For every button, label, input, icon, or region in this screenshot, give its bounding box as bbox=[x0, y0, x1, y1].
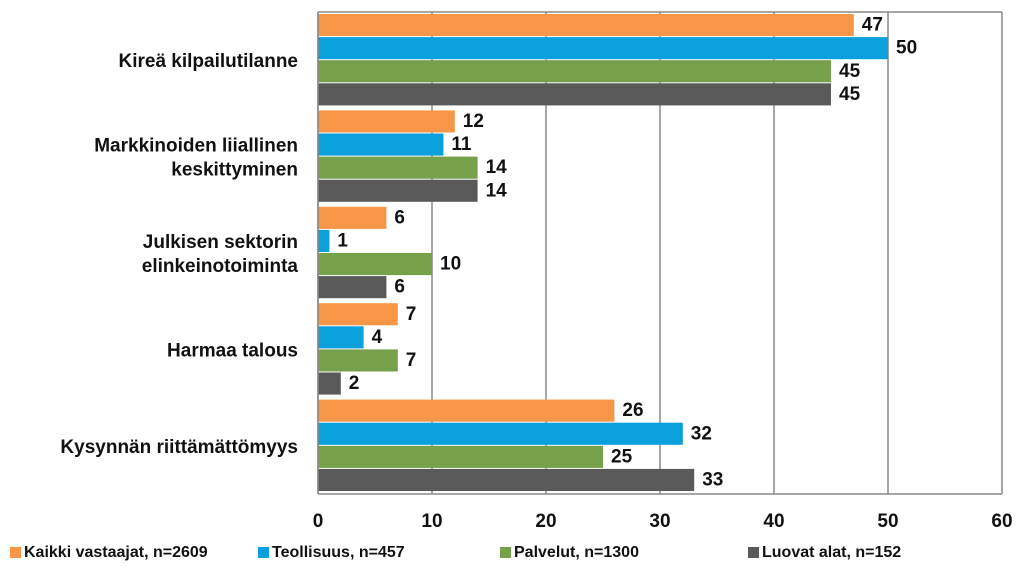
value-label: 45 bbox=[839, 61, 861, 82]
bar bbox=[318, 468, 695, 491]
x-tick-label: 10 bbox=[421, 511, 442, 532]
legend-swatch bbox=[748, 547, 759, 558]
x-tick-label: 40 bbox=[763, 511, 784, 532]
value-label: 50 bbox=[896, 38, 917, 59]
value-label: 14 bbox=[486, 180, 508, 201]
value-label: 25 bbox=[611, 446, 633, 467]
bar bbox=[318, 326, 364, 349]
value-label: 47 bbox=[862, 15, 883, 36]
legend-label: Luovat alat, n=152 bbox=[762, 544, 901, 561]
bar bbox=[318, 422, 683, 445]
bar bbox=[318, 276, 387, 299]
y-tick-label: Kireä kilpailutilanne bbox=[119, 51, 299, 72]
bar bbox=[318, 303, 398, 326]
value-label: 45 bbox=[839, 84, 861, 105]
legend-swatch bbox=[10, 547, 21, 558]
value-label: 6 bbox=[394, 277, 405, 298]
bar bbox=[318, 445, 603, 468]
value-label: 1 bbox=[337, 230, 348, 251]
x-tick-label: 50 bbox=[877, 511, 898, 532]
x-tick-label: 60 bbox=[991, 511, 1012, 532]
value-label: 12 bbox=[463, 111, 484, 132]
value-label: 14 bbox=[486, 157, 508, 178]
value-label: 4 bbox=[372, 327, 383, 348]
bar bbox=[318, 399, 615, 422]
bar bbox=[318, 110, 455, 133]
y-tick-label: Kysynnän riittämättömyys bbox=[60, 437, 298, 458]
bar bbox=[318, 133, 444, 156]
value-label: 7 bbox=[406, 304, 417, 325]
legend-label: Teollisuus, n=457 bbox=[272, 544, 405, 561]
bar bbox=[318, 372, 341, 395]
bar bbox=[318, 253, 432, 276]
value-label: 7 bbox=[406, 350, 417, 371]
bar bbox=[318, 83, 831, 106]
bar bbox=[318, 14, 854, 37]
legend-label: Kaikki vastaajat, n=2609 bbox=[24, 544, 208, 561]
bar bbox=[318, 156, 478, 179]
value-label: 32 bbox=[691, 423, 712, 444]
value-label: 2 bbox=[349, 373, 360, 394]
bar bbox=[318, 60, 831, 83]
x-tick-label: 0 bbox=[313, 511, 324, 532]
value-label: 10 bbox=[440, 254, 461, 275]
legend-swatch bbox=[500, 547, 511, 558]
bar bbox=[318, 349, 398, 372]
bar bbox=[318, 179, 478, 202]
y-tick-label: Harmaa talous bbox=[167, 340, 298, 361]
y-tick-label: Julkisen sektorin elinkeinotoiminta bbox=[142, 232, 299, 277]
legend-label: Palvelut, n=1300 bbox=[514, 544, 639, 561]
legend-swatch bbox=[258, 547, 269, 558]
y-tick-label: Markkinoiden liiallinen keskittyminen bbox=[94, 136, 298, 181]
bar bbox=[318, 37, 888, 60]
value-label: 11 bbox=[451, 134, 472, 155]
bar bbox=[318, 206, 387, 229]
value-label: 33 bbox=[702, 469, 723, 490]
x-tick-label: 30 bbox=[649, 511, 670, 532]
value-label: 6 bbox=[394, 207, 405, 228]
bar bbox=[318, 229, 330, 252]
value-label: 26 bbox=[622, 400, 643, 421]
x-tick-label: 20 bbox=[535, 511, 556, 532]
